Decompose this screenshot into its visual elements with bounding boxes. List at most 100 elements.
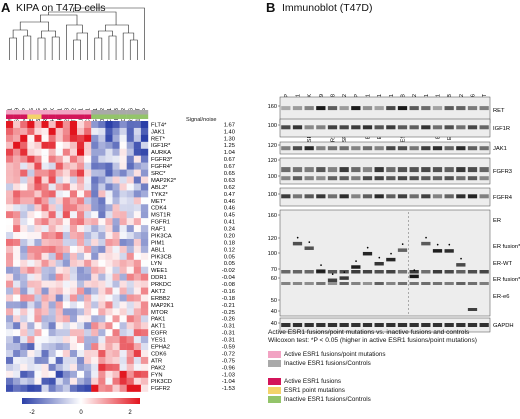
heatmap-cell [55,232,63,240]
heatmap-cell [119,232,127,240]
heatmap-cell [140,370,149,378]
group-bar-cell [77,114,85,119]
heatmap-cell [119,238,127,247]
heatmap-cell [126,370,134,378]
heatmap-cell [62,377,71,385]
blot-band [432,323,443,327]
heatmap-cell [27,127,35,136]
heatmap-cell [84,190,92,198]
heatmap-figure: ESR1-e6>YAP1ESR1-e6>SOX9ESR1-e6>LPPESR1-… [6,7,236,416]
gene-label: MTOR [151,310,168,316]
heatmap-cell [69,190,78,198]
heatmap-cell [140,377,149,385]
blot-band [362,251,373,256]
group-bar-cell [6,114,14,119]
heatmap-cell [126,148,134,156]
heatmap-cell [105,329,113,337]
heatmap-cell [69,308,78,316]
heatmap-cell [48,218,56,226]
heatmap-cell [91,315,99,323]
heatmap-cell [91,245,99,254]
heatmap-cell [6,280,14,288]
heatmap-cell [41,273,49,281]
heatmap-cell [13,121,21,129]
blot-band [316,194,326,199]
heatmap-cell [27,190,35,198]
blot-band [374,125,384,130]
fusion-star: • [320,263,322,269]
heatmap-cell [20,204,28,212]
blot-band [292,176,303,181]
gene-label: PRKDC [151,282,171,288]
fusion-star: • [413,269,415,275]
heatmap-cell [69,322,78,330]
gene-label: PIK3CB [151,254,172,260]
heatmap-cell [133,134,142,143]
blot-band [444,282,454,285]
heatmap-cell [133,301,142,309]
heatmap-cell [91,308,99,316]
color-scale-tick: -2 [29,410,35,416]
heatmap-cell [69,329,78,337]
heatmap-cell [27,121,35,129]
heatmap-cell [34,315,42,323]
blot-band [432,125,443,130]
heatmap-cell [98,121,106,129]
heatmap-cell [27,377,35,385]
mw-marker: 40 [271,321,277,327]
heatmap-cell [62,148,71,156]
heatmap-cell [13,301,21,309]
dendrogram-branch [37,37,46,60]
signal-noise-value: 0.05 [224,261,235,267]
heatmap-cell [133,197,142,205]
heatmap-cell [133,273,142,281]
signal-noise-value: 0.67 [224,164,235,170]
fusion-star: • [425,236,427,242]
heatmap-cell [27,141,35,149]
heatmap-cell [34,370,42,378]
heatmap-cell [112,162,120,170]
group-bar-cell [20,114,28,119]
group-bar-cell [91,110,99,115]
signal-noise-value: 0.41 [224,220,235,226]
heatmap-cell [98,384,106,392]
heatmap-cell [55,162,63,170]
signal-noise-value: -0.59 [222,344,235,350]
heatmap-cell [55,197,63,205]
heatmap-cell [77,308,85,316]
blot-band [456,125,466,130]
heatmap-cell [20,287,28,295]
heatmap-cell [84,343,92,351]
heatmap-cell [84,266,92,274]
heatmap-cell [41,350,49,358]
heatmap-cell [13,218,21,226]
heatmap-cell [34,141,42,149]
blot-band [339,125,349,130]
heatmap-cell [48,211,56,219]
heatmap-cell [13,162,21,170]
heatmap-cell [84,273,92,281]
blot-band [374,194,384,199]
group-bar-cell [34,110,42,115]
heatmap-cell [69,370,78,378]
heatmap-cell [20,190,28,198]
blot-band [304,194,314,199]
heatmap-cell [133,183,142,191]
blot-band [362,323,373,327]
heatmap-cell [91,134,99,143]
heatmap-cell [62,322,71,330]
heatmap-cell [126,169,134,177]
heatmap-cell [105,176,113,184]
blot-band [386,323,396,327]
heatmap-cell [69,238,78,247]
heatmap-cell [27,370,35,378]
heatmap-cell [119,225,127,233]
gene-label: AKT1 [151,324,166,330]
heatmap-cell [20,294,28,302]
heatmap-cell [13,315,21,323]
dendrogram-branch [129,39,138,60]
heatmap-cell [55,287,63,295]
heatmap-cell [41,162,49,170]
heatmap-cell [48,204,56,212]
heatmap-cell [98,329,106,337]
